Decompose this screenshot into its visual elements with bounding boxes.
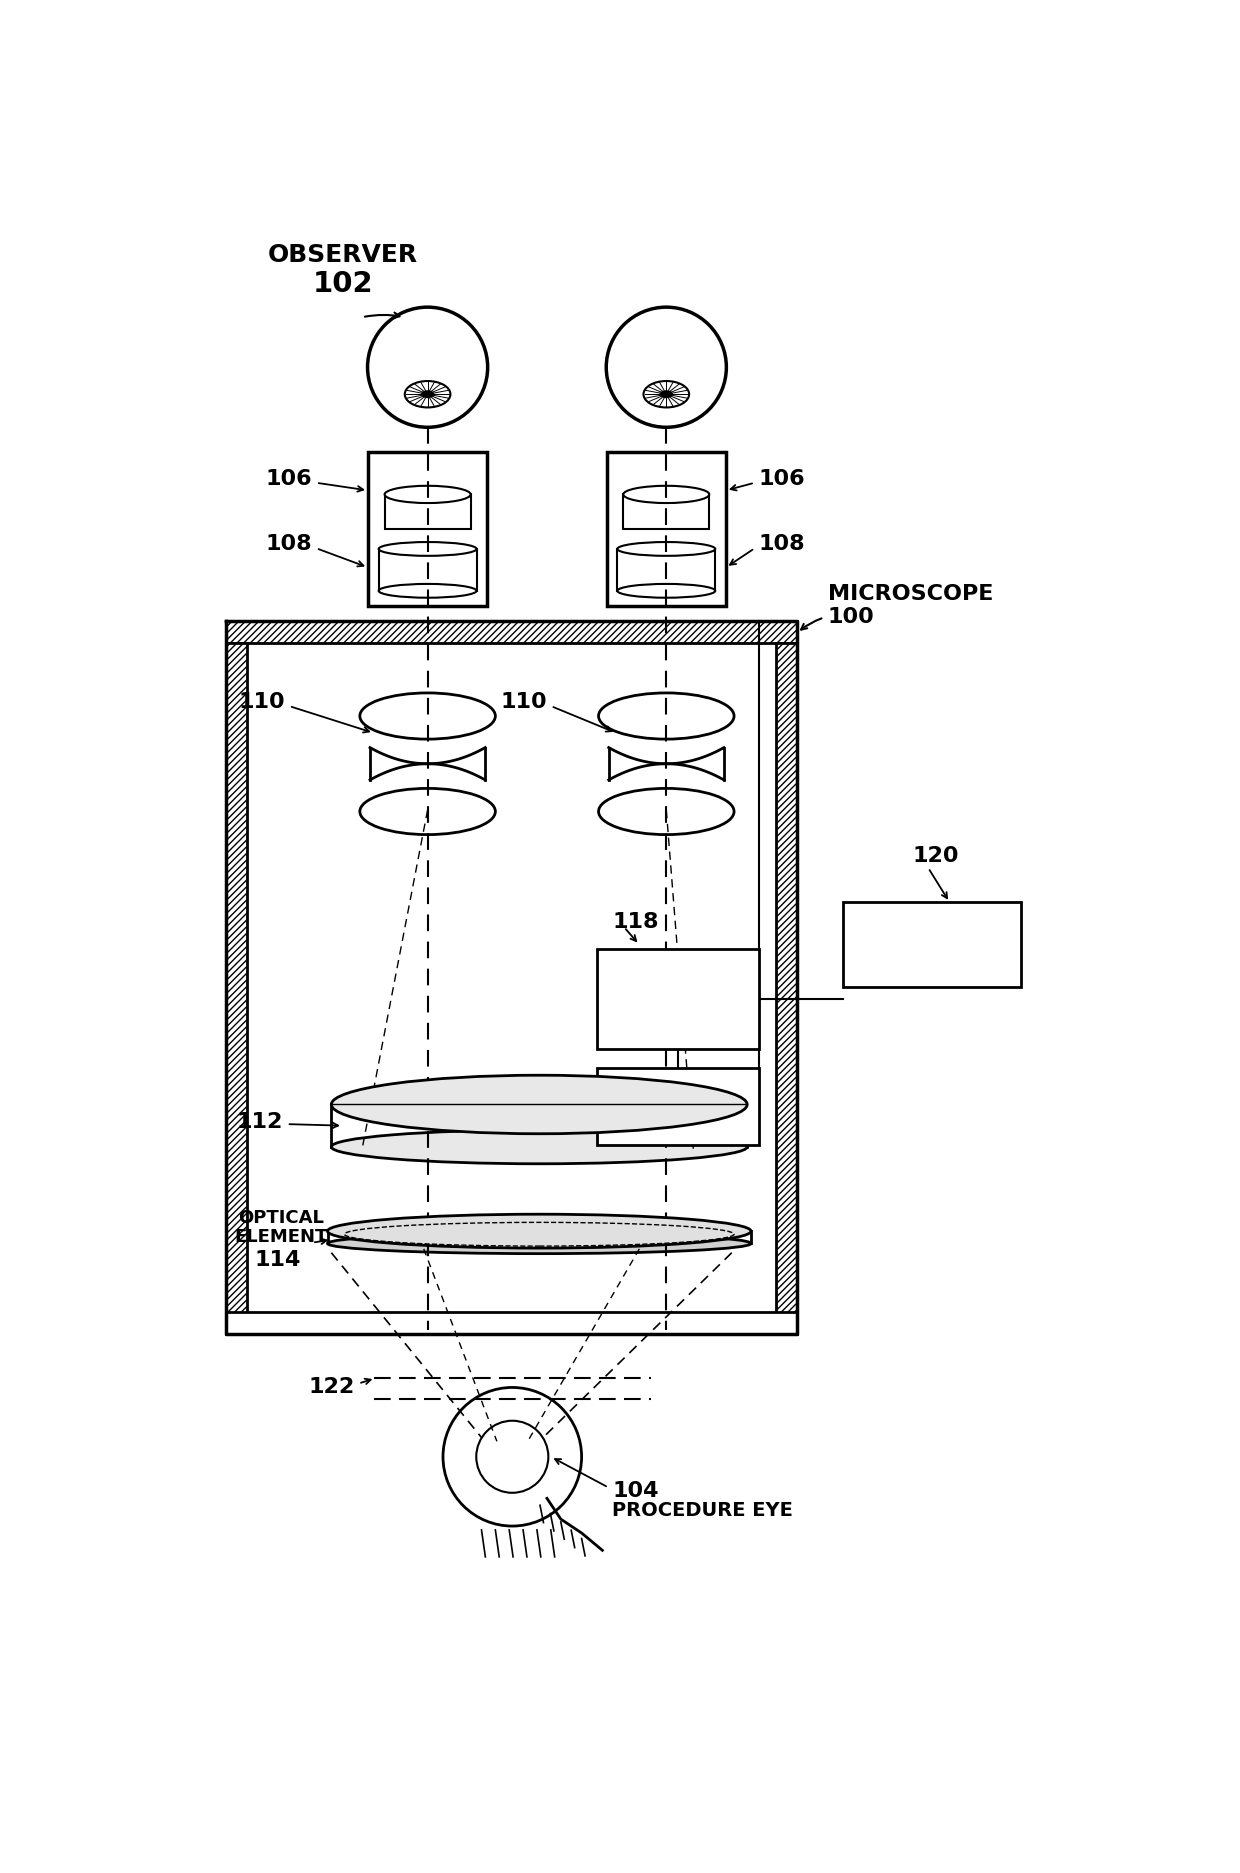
Text: 118: 118 <box>613 912 658 931</box>
Text: 112: 112 <box>237 1113 283 1131</box>
Bar <box>248 642 776 1311</box>
Text: OPTICAL: OPTICAL <box>238 1210 324 1227</box>
Bar <box>776 642 797 1334</box>
Bar <box>226 622 797 642</box>
Text: 106: 106 <box>759 468 805 489</box>
Ellipse shape <box>331 1075 748 1133</box>
Ellipse shape <box>618 541 715 556</box>
Bar <box>226 642 248 1334</box>
Text: 120: 120 <box>913 847 959 865</box>
Text: 106: 106 <box>265 468 312 489</box>
Text: 102: 102 <box>312 270 373 298</box>
Ellipse shape <box>624 485 709 504</box>
Ellipse shape <box>384 485 470 504</box>
Text: 122: 122 <box>309 1377 355 1397</box>
Ellipse shape <box>420 390 434 399</box>
Bar <box>606 451 725 605</box>
Bar <box>596 1068 759 1144</box>
Bar <box>384 494 470 528</box>
Text: 110: 110 <box>500 693 547 712</box>
Ellipse shape <box>378 541 476 556</box>
Bar <box>624 494 709 528</box>
Text: ACTUATOR: ACTUATOR <box>629 1098 728 1116</box>
Ellipse shape <box>660 390 673 399</box>
Text: 116: 116 <box>666 1139 713 1159</box>
Text: 100: 100 <box>828 607 874 627</box>
Ellipse shape <box>378 584 476 597</box>
Text: MICROSCOPE: MICROSCOPE <box>828 584 993 605</box>
Text: 104: 104 <box>613 1482 658 1502</box>
Ellipse shape <box>327 1232 751 1253</box>
Bar <box>226 1311 797 1334</box>
Text: 108: 108 <box>759 534 805 554</box>
Text: PROCEDURE EYE: PROCEDURE EYE <box>613 1500 794 1521</box>
Text: OBSERVER: OBSERVER <box>268 243 418 268</box>
Ellipse shape <box>644 380 689 408</box>
Text: 110: 110 <box>238 693 285 712</box>
Text: COMPUTING
DEVICE: COMPUTING DEVICE <box>621 980 735 1019</box>
Ellipse shape <box>404 380 450 408</box>
Bar <box>596 948 759 1049</box>
Text: 108: 108 <box>265 534 312 554</box>
Bar <box>843 903 1021 987</box>
Bar <box>368 451 487 605</box>
Text: 114: 114 <box>254 1251 300 1270</box>
Ellipse shape <box>618 584 715 597</box>
Ellipse shape <box>331 1129 748 1163</box>
Ellipse shape <box>327 1214 751 1247</box>
Text: ELEMENT: ELEMENT <box>234 1229 329 1246</box>
Text: USER
INTERFACE: USER INTERFACE <box>882 925 982 965</box>
